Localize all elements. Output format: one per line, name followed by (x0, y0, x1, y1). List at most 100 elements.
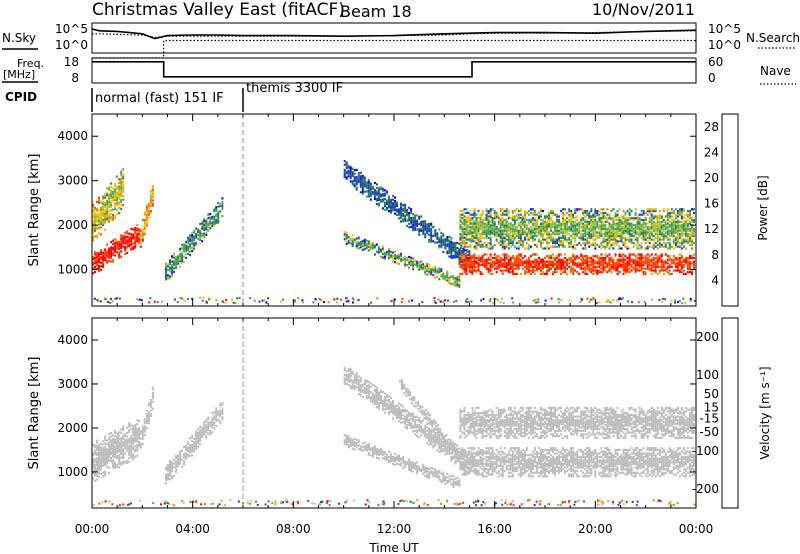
power-cell (493, 233, 496, 236)
velocity-cell (132, 432, 135, 435)
power-cell (600, 264, 603, 267)
power-cell (646, 262, 649, 265)
power-cell (471, 267, 474, 270)
power-cell (507, 210, 510, 213)
velocity-cell (147, 418, 150, 421)
power-cell (513, 256, 516, 260)
power-cell (529, 265, 532, 268)
power-cell (394, 196, 396, 199)
power-cell (550, 267, 552, 270)
power-cell (594, 215, 597, 218)
power-cell (469, 213, 472, 216)
power-cell (94, 219, 96, 222)
power-cell (110, 196, 113, 199)
power-cell (682, 233, 685, 236)
power-cell (558, 301, 561, 304)
power-cell (134, 244, 137, 247)
power-cell (513, 236, 516, 239)
power-cell (347, 171, 350, 174)
power-cell (365, 186, 368, 189)
power-cell (674, 299, 677, 302)
power-cell (680, 240, 683, 243)
power-cell (560, 240, 563, 243)
power-cell (487, 210, 490, 213)
power-cell (584, 218, 587, 222)
power-cell (604, 262, 607, 265)
power-cell (106, 205, 109, 208)
power-cell (582, 210, 585, 213)
power-cell (680, 233, 683, 236)
power-cell (463, 208, 466, 211)
power-cell (408, 259, 411, 262)
power-cell (98, 268, 100, 271)
power-cell (630, 258, 633, 261)
power-cell (460, 249, 463, 253)
power-cell (499, 208, 502, 211)
power-cell (616, 272, 619, 276)
power-cell (590, 217, 593, 220)
power-cell (686, 218, 689, 222)
power-cell (572, 247, 575, 250)
power-cell (201, 232, 204, 236)
power-cell (552, 245, 554, 248)
power-cell (503, 265, 506, 268)
power-cell (531, 240, 534, 243)
power-cell (463, 218, 466, 222)
power-cell (467, 238, 470, 241)
power-cell (519, 243, 522, 246)
power-cell (102, 213, 105, 216)
power-cell (582, 262, 585, 265)
power-cell (656, 229, 659, 232)
velocity-cell (118, 454, 121, 457)
velocity-cell (207, 418, 210, 421)
power-cell (420, 220, 423, 223)
power-cell (644, 247, 647, 250)
power-cell (120, 193, 123, 196)
power-cell (345, 235, 348, 238)
power-cell (461, 238, 464, 241)
power-cell (349, 166, 352, 169)
power-cell (503, 236, 506, 239)
power-cell (400, 204, 402, 207)
power-cell (622, 267, 625, 270)
power-cell (606, 227, 609, 230)
power-cell (507, 262, 510, 265)
power-cell (411, 299, 413, 302)
power-cell (606, 240, 609, 243)
frequency-panel-frame (91, 57, 697, 84)
power-cell (404, 209, 407, 212)
velocity-cell (92, 471, 94, 475)
power-cell (602, 245, 605, 248)
power-cell (574, 238, 577, 241)
velocity-cell (205, 424, 208, 427)
power-cell (495, 211, 498, 214)
power-cell (430, 229, 433, 232)
power-cell (646, 227, 649, 230)
power-cell (503, 233, 506, 236)
power-cell (612, 233, 615, 236)
power-cell (483, 236, 486, 239)
power-cell (642, 256, 645, 260)
power-cell (638, 234, 641, 238)
power-cell (420, 229, 423, 232)
power-cell (151, 190, 154, 193)
power-cell (656, 255, 659, 258)
power-cell (592, 269, 595, 272)
power-cell (550, 297, 553, 300)
power-cell (493, 297, 496, 300)
power-cell (654, 242, 657, 245)
power-cell (400, 211, 402, 214)
power-cell (628, 247, 631, 250)
power-cell (652, 226, 655, 229)
power-cell (390, 256, 392, 259)
power-cell (430, 224, 433, 227)
power-cell (572, 213, 575, 216)
power-cell (485, 233, 488, 236)
power-cell (459, 238, 462, 241)
power-cell (402, 204, 405, 207)
power-cell (463, 258, 466, 261)
power-cell (132, 247, 135, 250)
power-cell (404, 257, 407, 261)
power-cell (385, 250, 388, 254)
power-cell (469, 243, 472, 246)
